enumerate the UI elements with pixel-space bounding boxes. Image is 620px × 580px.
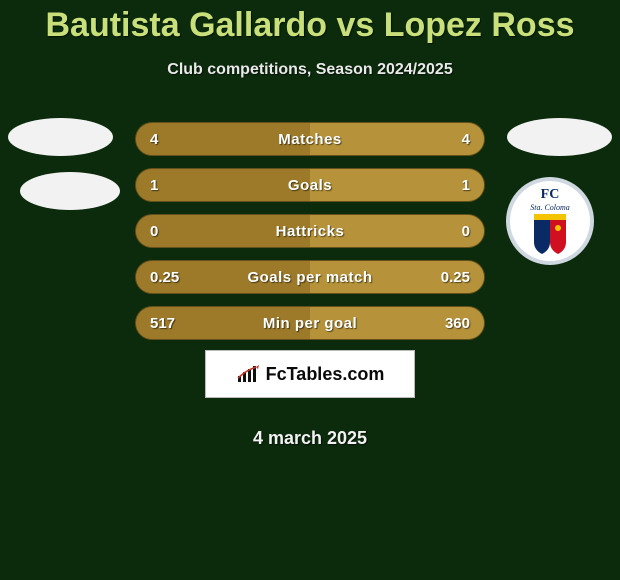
player2-avatar-placeholder-1 [507,118,612,156]
page-title: Bautista Gallardo vs Lopez Ross [0,0,620,45]
stat-left-value: 0 [150,215,158,249]
club-initials: FC [541,187,560,202]
player1-avatar-placeholder-1 [8,118,113,156]
stat-left-value: 517 [150,307,175,341]
bar-chart-icon [236,364,260,384]
brand-badge: FcTables.com [205,350,415,398]
club-city: Sta. Coloma [530,203,570,212]
stat-row-matches: 4 Matches 4 [135,122,485,156]
stat-row-hattricks: 0 Hattricks 0 [135,214,485,248]
stats-column: 4 Matches 4 1 Goals 1 0 Hattricks 0 0.25… [135,122,485,352]
subtitle: Club competitions, Season 2024/2025 [0,61,620,79]
stat-label: Min per goal [263,315,357,332]
stat-row-min-per-goal: 517 Min per goal 360 [135,306,485,340]
stat-row-goals: 1 Goals 1 [135,168,485,202]
stat-row-goals-per-match: 0.25 Goals per match 0.25 [135,260,485,294]
player1-avatar-placeholder-2 [20,172,120,210]
stat-label: Goals [288,177,332,194]
date-text: 4 march 2025 [0,428,620,449]
stat-left-value: 1 [150,169,158,203]
club-badge: FC Sta. Coloma [498,176,602,266]
stat-left-value: 4 [150,123,158,157]
stat-right-value: 0.25 [441,261,470,295]
stat-right-value: 1 [462,169,470,203]
stat-label: Goals per match [247,269,372,286]
stat-label: Hattricks [276,223,345,240]
comparison-card: Bautista Gallardo vs Lopez Ross Club com… [0,0,620,580]
stat-right-value: 360 [445,307,470,341]
stat-label: Matches [278,131,342,148]
brand-text: FcTables.com [266,364,385,385]
stat-right-value: 0 [462,215,470,249]
stat-right-value: 4 [462,123,470,157]
stat-left-value: 0.25 [150,261,179,295]
